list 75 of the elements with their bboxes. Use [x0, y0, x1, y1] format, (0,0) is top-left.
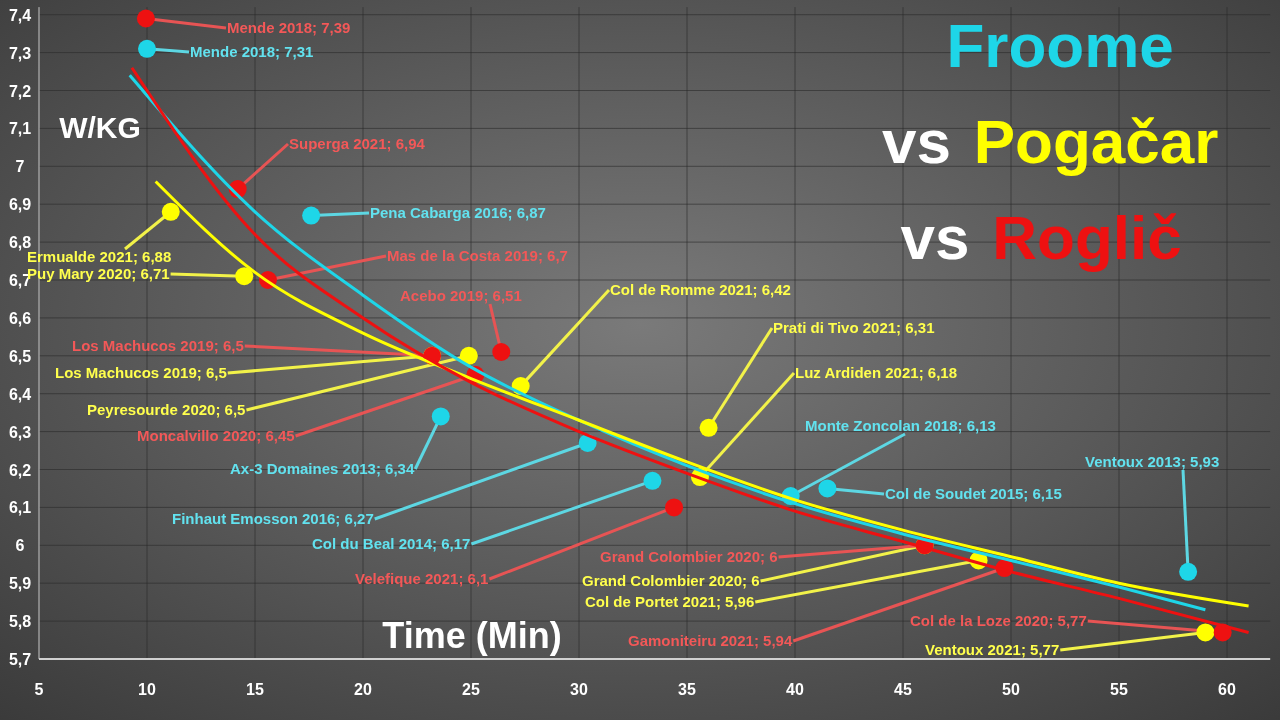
x-tick-label: 60 — [1218, 681, 1236, 698]
annotation: Col de Portet 2021; 5,96 — [585, 593, 755, 610]
point — [1196, 623, 1215, 642]
annotation: Moncalvillo 2020; 6,45 — [137, 427, 295, 444]
point — [665, 498, 684, 517]
point — [138, 39, 156, 58]
x-axis-title: Time (Min) — [382, 615, 562, 656]
point — [1179, 562, 1198, 581]
y-tick-label: 5,7 — [8, 651, 32, 668]
annotation: Mende 2018; 7,31 — [190, 43, 314, 60]
point — [643, 471, 662, 490]
annotation: Grand Colombier 2020; 6 — [600, 548, 778, 565]
y-tick-label: 6,1 — [8, 499, 32, 517]
annotation: Col du Beal 2014; 6,17 — [312, 535, 471, 552]
y-tick-label: 5,9 — [8, 575, 32, 593]
annotation: Peyresourde 2020; 6,5 — [87, 401, 246, 418]
y-tick-label: 6,5 — [8, 347, 32, 365]
annotation: Acebo 2019; 6,51 — [400, 287, 522, 304]
x-tick-label: 40 — [786, 681, 804, 698]
x-tick-label: 30 — [570, 681, 588, 698]
annotation: Col de Soudet 2015; 6,15 — [885, 485, 1062, 502]
y-tick-label: 6,4 — [8, 385, 32, 403]
point — [459, 346, 478, 365]
x-tick-label: 50 — [1002, 681, 1020, 698]
y-tick-label: 7,1 — [8, 120, 32, 138]
point — [136, 9, 155, 28]
annotation: Col de la Loze 2020; 5,77 — [910, 612, 1087, 629]
text: Roglič — [992, 203, 1182, 272]
x-tick-label: 15 — [246, 681, 264, 698]
annotation: Prati di Tivo 2021; 6,31 — [773, 319, 935, 336]
annotation: Col de Romme 2021; 6,42 — [610, 281, 791, 298]
annotation: Velefique 2021; 6,1 — [355, 570, 489, 587]
point — [161, 202, 180, 221]
y-tick-label: 6,9 — [8, 196, 32, 214]
x-tick-label: 45 — [894, 681, 912, 698]
y-tick-label: 7,4 — [8, 6, 32, 24]
x-tick-label: 55 — [1110, 681, 1128, 698]
annotation: vs — [881, 107, 951, 176]
annotation: Superga 2021; 6,94 — [289, 135, 426, 152]
y-tick-label: 6,6 — [8, 309, 32, 327]
annotation: Mas de la Costa 2019; 6,7 — [387, 247, 568, 264]
annotation: Monte Zoncolan 2018; 6,13 — [805, 417, 996, 434]
x-tick-label: 35 — [678, 681, 696, 698]
annotation: Los Machucos 2019; 6,5 — [72, 337, 244, 354]
annotation: Grand Colombier 2020; 6 — [582, 572, 760, 589]
x-tick-label: 10 — [138, 681, 156, 698]
y-tick-label: 6,3 — [8, 423, 32, 441]
annotation: Ventoux 2021; 5,77 — [925, 641, 1060, 658]
x-tick-label: 5 — [34, 681, 44, 698]
y-tick-label: 6,2 — [8, 461, 32, 479]
annotation: vs — [900, 203, 970, 272]
annotation: Gamoniteiru 2021; 5,94 — [628, 632, 793, 649]
y-tick-label: 7,3 — [8, 44, 32, 62]
annotation: Ventoux 2013; 5,93 — [1085, 453, 1220, 470]
point — [235, 267, 254, 286]
y-tick-label: 5,8 — [8, 613, 32, 631]
text: Froome — [946, 11, 1174, 80]
y-tick-label: 7 — [15, 158, 25, 176]
annotation: Mende 2018; 7,39 — [227, 19, 351, 36]
y-tick-label: 7,2 — [8, 82, 32, 100]
y-tick-label: 6 — [15, 537, 25, 555]
text: Pogačar — [973, 107, 1219, 176]
x-tick-label: 25 — [462, 681, 480, 698]
point — [818, 479, 837, 498]
y-axis-title: W/KG — [59, 111, 141, 144]
annotation: Pena Cabarga 2016; 6,87 — [370, 204, 546, 221]
point — [431, 407, 450, 426]
annotation: Finhaut Emosson 2016; 6,27 — [172, 510, 374, 527]
point — [302, 206, 321, 225]
annotation: Ax-3 Domaines 2013; 6,34 — [230, 460, 415, 477]
point — [492, 343, 511, 361]
point — [699, 418, 718, 437]
x-tick-label: 20 — [354, 681, 372, 698]
annotation: Los Machucos 2019; 6,5 — [55, 364, 227, 381]
annotation: Luz Ardiden 2021; 6,18 — [795, 364, 957, 381]
